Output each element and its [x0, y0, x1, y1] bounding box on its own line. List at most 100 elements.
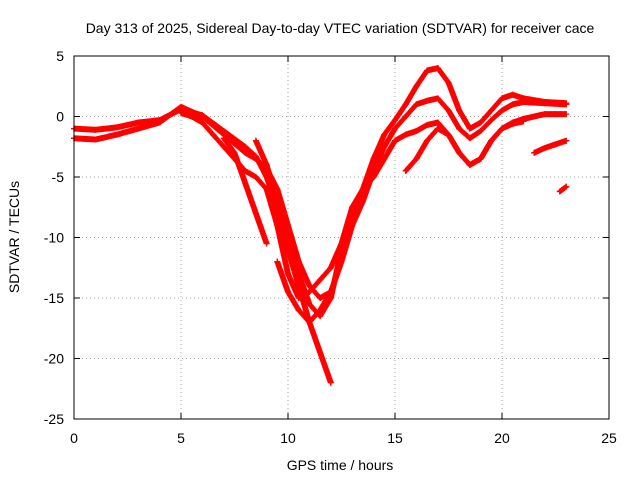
data-point: [295, 258, 302, 265]
data-point: [434, 65, 441, 72]
data-point: [199, 119, 206, 126]
data-point: [285, 222, 291, 229]
data-point: [488, 107, 495, 114]
data-point: [178, 103, 184, 110]
data-point: [413, 101, 420, 108]
data-point: [509, 120, 516, 127]
data-point: [424, 67, 431, 74]
data-point: [317, 349, 324, 356]
data-point: [135, 125, 142, 132]
data-point: [413, 155, 420, 162]
data-point: [424, 121, 431, 128]
data-point: [306, 282, 313, 289]
data-point: [156, 119, 163, 126]
data-point: [413, 128, 420, 135]
data-point: [499, 95, 505, 102]
data-point: [488, 117, 495, 124]
data-point: [263, 240, 270, 247]
data-point: [466, 161, 473, 168]
data-points: [71, 65, 570, 386]
data-point: [327, 288, 334, 295]
data-point: [424, 137, 431, 144]
data-point: [456, 149, 463, 156]
data-point: [488, 137, 495, 144]
plot-frame: [73, 55, 610, 420]
x-tick-label: 25: [601, 430, 617, 446]
data-point: [199, 113, 206, 120]
data-point: [402, 131, 409, 138]
data-point: [381, 155, 388, 162]
data-point: [359, 198, 366, 205]
data-point: [252, 155, 259, 162]
data-point: [477, 155, 484, 162]
data-point: [499, 125, 505, 132]
data-point: [252, 174, 259, 180]
data-point: [531, 113, 538, 120]
data-point: [113, 131, 120, 138]
data-point: [381, 131, 388, 138]
data-point: [402, 167, 409, 174]
data-point: [541, 100, 548, 107]
data-point: [285, 270, 291, 277]
data-point: [563, 101, 570, 108]
data-point: [263, 186, 270, 193]
x-axis-label: GPS time / hours: [287, 457, 394, 473]
data-point: [317, 313, 324, 320]
data-point: [520, 98, 527, 105]
data-point: [210, 131, 217, 138]
data-point: [92, 136, 99, 143]
data-point: [552, 141, 559, 148]
data-point: [424, 97, 431, 104]
data-point: [327, 264, 334, 271]
data-point: [445, 107, 452, 114]
data-point: [509, 91, 516, 98]
x-tick-label: 10: [280, 430, 296, 446]
data-point: [456, 107, 463, 114]
data-point: [317, 295, 324, 301]
data-point: [306, 319, 313, 326]
data-point: [349, 204, 356, 211]
data-point: [252, 210, 259, 217]
data-point: [563, 183, 570, 190]
data-point: [477, 128, 484, 135]
data-point: [317, 307, 324, 314]
x-tick-label: 5: [177, 430, 185, 446]
data-point: [274, 258, 281, 265]
data-point: [274, 198, 281, 205]
data-point: [306, 288, 313, 295]
data-point: [359, 186, 366, 193]
x-tick-label: 20: [494, 430, 510, 446]
data-point: [263, 161, 270, 168]
data-point: [113, 124, 120, 131]
data-point: [541, 111, 548, 118]
data-point: [178, 109, 184, 116]
data-point: [188, 113, 195, 120]
y-tick-label: -25: [44, 411, 64, 427]
data-point: [220, 135, 227, 142]
data-point: [220, 143, 227, 150]
y-tick-label: 0: [56, 109, 64, 125]
data-point: [349, 222, 356, 229]
y-tick-label: -15: [44, 290, 64, 306]
data-point: [306, 301, 313, 308]
data-point: [392, 137, 398, 144]
data-point: [466, 125, 473, 132]
data-point: [541, 144, 548, 151]
data-point: [445, 79, 452, 86]
y-tick-label: 5: [56, 48, 64, 64]
data-point: [563, 111, 570, 118]
data-point: [381, 143, 388, 150]
data-point: [338, 240, 345, 247]
data-point: [285, 246, 291, 253]
data-point: [231, 149, 238, 156]
data-point: [252, 137, 259, 144]
data-point: [499, 107, 505, 114]
y-tick-label: -10: [44, 230, 64, 246]
data-point: [295, 282, 302, 289]
data-point: [434, 125, 441, 132]
data-point: [327, 379, 334, 386]
data-point: [392, 125, 398, 132]
chart-title: Day 313 of 2025, Sidereal Day-to-day VTE…: [86, 20, 595, 36]
data-point: [92, 126, 99, 133]
